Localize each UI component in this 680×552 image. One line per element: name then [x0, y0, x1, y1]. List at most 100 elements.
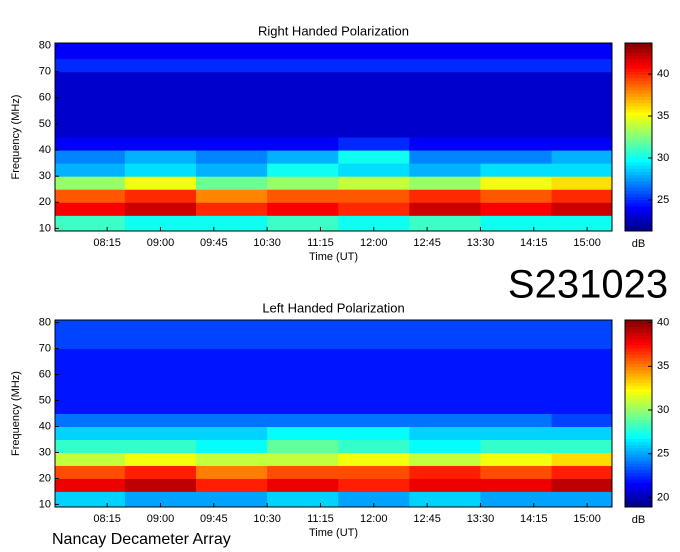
- colorbar-segment: [625, 115, 652, 119]
- x-tick-label: 09:45: [200, 513, 228, 525]
- heatmap-cell: [124, 361, 197, 376]
- heatmap-cell: [55, 110, 126, 125]
- heatmap-cell: [124, 426, 197, 440]
- heatmap-cell: [551, 478, 613, 492]
- heatmap-cell: [267, 189, 339, 203]
- colorbar-segment: [625, 121, 652, 125]
- colorbar-segment: [625, 482, 652, 486]
- heatmap-cell: [551, 58, 613, 73]
- heatmap-cell: [55, 189, 126, 203]
- heatmap-cell: [480, 137, 553, 151]
- heatmap-cell: [196, 335, 268, 350]
- heatmap-cell: [480, 163, 553, 177]
- colorbar-frame: [624, 42, 653, 232]
- heatmap-cell: [55, 478, 126, 492]
- heatmap-cell: [196, 150, 268, 164]
- colorbar-segment: [625, 224, 652, 229]
- colorbar-segment: [625, 140, 652, 144]
- heatmap-cell: [551, 123, 613, 138]
- colorbar-segment: [625, 171, 652, 176]
- y-tick-label: 40: [39, 420, 51, 432]
- colorbar-segment: [625, 500, 652, 505]
- heatmap-cell: [338, 426, 410, 440]
- heatmap-cell: [267, 215, 339, 232]
- heatmap-cell: [480, 413, 553, 427]
- x-tick-label: 12:45: [413, 237, 441, 249]
- heatmap-cell: [267, 58, 339, 73]
- heatmap-cell: [409, 150, 481, 164]
- heatmap-cell: [55, 137, 126, 151]
- colorbar-tick-label: 40: [657, 68, 669, 80]
- heatmap-cell: [124, 452, 197, 466]
- colorbar-segment: [625, 58, 652, 63]
- colorbar-segment: [625, 165, 652, 169]
- heatmap-cell: [55, 71, 126, 86]
- colorbar-segment: [625, 326, 652, 330]
- y-tick-label: 70: [39, 342, 51, 354]
- heatmap-cell: [55, 202, 126, 216]
- heatmap-cell: [551, 374, 613, 389]
- colorbar-segment: [625, 108, 652, 113]
- heatmap-cell: [124, 387, 197, 402]
- colorbar-frame: [624, 319, 653, 508]
- heatmap-cell: [267, 491, 339, 508]
- heatmap-cell: [409, 400, 481, 414]
- colorbar-segment: [625, 205, 652, 210]
- heatmap-cell: [124, 43, 197, 60]
- colorbar-segment: [625, 168, 652, 172]
- heatmap-cell: [480, 71, 553, 86]
- heatmap-cell: [196, 348, 268, 363]
- heatmap-cell: [124, 413, 197, 427]
- heatmap-cell: [55, 465, 126, 479]
- colorbar-segment: [625, 218, 652, 223]
- heatmap-cell: [551, 439, 613, 453]
- heatmap-cell: [55, 387, 126, 402]
- colorbar-segment: [625, 146, 652, 151]
- heatmap-cell: [338, 163, 410, 177]
- colorbar-segment: [625, 338, 652, 343]
- heatmap-cell: [409, 163, 481, 177]
- heatmap-cell: [480, 400, 553, 414]
- colorbar-segment: [625, 190, 652, 194]
- colorbar-segment: [625, 450, 652, 455]
- colorbar-segment: [625, 80, 652, 85]
- colorbar-segment: [625, 503, 652, 508]
- heatmap-cell: [124, 374, 197, 389]
- colorbar-segment: [625, 43, 652, 47]
- heatmap-cell: [267, 320, 339, 337]
- colorbar-segment: [625, 410, 652, 414]
- heatmap-cell: [55, 58, 126, 73]
- y-tick-label: 30: [39, 446, 51, 458]
- colorbar-tick-label: 20: [657, 491, 669, 503]
- heatmap-cell: [124, 465, 197, 479]
- heatmap-cell: [551, 348, 613, 363]
- colorbar-segment: [625, 52, 652, 57]
- heatmap-cell: [338, 478, 410, 492]
- colorbar-segment: [625, 441, 652, 446]
- heatmap-cell: [55, 491, 126, 508]
- heatmap-cell: [551, 202, 613, 216]
- heatmap-cell: [480, 465, 553, 479]
- heatmap-cell: [480, 84, 553, 99]
- heatmap-cell: [551, 320, 613, 337]
- heatmap-cell: [480, 491, 553, 508]
- colorbar-segment: [625, 212, 652, 216]
- heatmap-cell: [338, 491, 410, 508]
- heatmap-cell: [267, 452, 339, 466]
- heatmap-cell: [55, 97, 126, 112]
- heatmap-cell: [267, 176, 339, 190]
- colorbar-segment: [625, 385, 652, 390]
- heatmap-cell: [480, 189, 553, 203]
- heatmap-cell: [551, 97, 613, 112]
- heatmap-cell: [409, 413, 481, 427]
- heatmap-cell: [267, 413, 339, 427]
- colorbar-segment: [625, 357, 652, 362]
- colorbar-segment: [625, 404, 652, 408]
- heatmap-cell: [480, 478, 553, 492]
- heatmap-cell: [55, 320, 126, 337]
- colorbar-segment: [625, 149, 652, 154]
- heatmap-cell: [55, 452, 126, 466]
- colorbar-segment: [625, 227, 652, 232]
- heatmap-cell: [196, 361, 268, 376]
- heatmap-cell: [338, 84, 410, 99]
